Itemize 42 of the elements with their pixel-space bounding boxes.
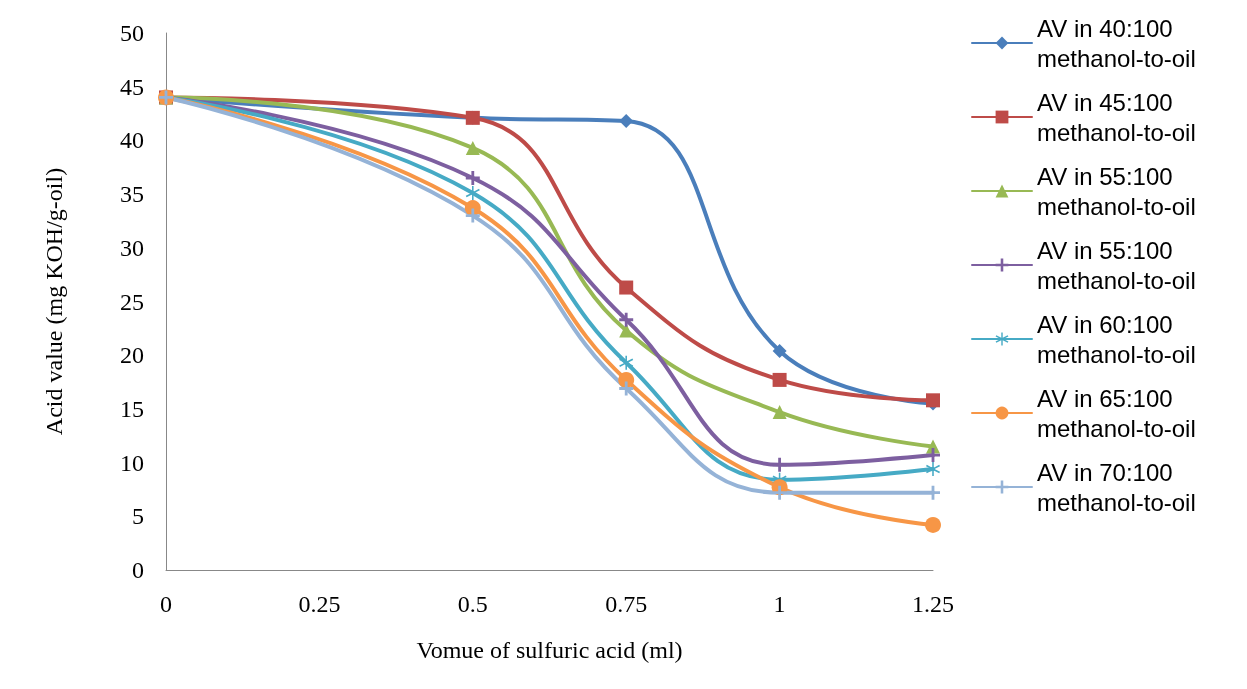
x-tick-label: 0.75 bbox=[605, 591, 648, 617]
legend-label: AV in 60:100 methanol-to-oil bbox=[1037, 310, 1196, 368]
point bbox=[465, 140, 480, 155]
x-tick-label: 0 bbox=[160, 591, 172, 617]
legend-label: AV in 55:100 methanol-to-oil bbox=[1037, 236, 1196, 294]
point bbox=[772, 457, 787, 472]
x-tick-label: 1.25 bbox=[912, 591, 954, 617]
point bbox=[772, 343, 787, 358]
point bbox=[619, 355, 634, 370]
y-tick-label: 40 bbox=[120, 127, 144, 154]
y-tick-label: 45 bbox=[120, 73, 144, 100]
legend-label: AV in 70:100 methanol-to-oil bbox=[1037, 458, 1196, 516]
legend-label: AV in 40:100 methanol-to-oil bbox=[1037, 14, 1196, 72]
x-axis-title: Vomue of sulfuric acid (ml) bbox=[416, 637, 683, 663]
y-tick-label: 25 bbox=[120, 288, 144, 315]
point bbox=[772, 485, 787, 500]
x-tick-label: 1 bbox=[773, 591, 786, 617]
point bbox=[619, 114, 634, 129]
legend-label: AV in 55:100 methanol-to-oil bbox=[1037, 162, 1196, 220]
y-tick-label: 35 bbox=[120, 181, 144, 208]
x-tick-label: 0.25 bbox=[298, 591, 341, 617]
point bbox=[772, 372, 787, 387]
point bbox=[925, 516, 941, 533]
point bbox=[926, 462, 940, 477]
y-tick-label: 50 bbox=[120, 20, 144, 46]
point bbox=[619, 381, 634, 396]
y-axis-title: Acid value (mg KOH/g-oil) bbox=[41, 167, 67, 436]
legend-label: AV in 65:100 methanol-to-oil bbox=[1037, 384, 1196, 442]
y-tick-label: 20 bbox=[120, 342, 144, 369]
x-tick-label: 0.5 bbox=[457, 591, 488, 617]
point bbox=[465, 186, 480, 201]
point bbox=[465, 170, 480, 185]
y-tick-label: 10 bbox=[120, 449, 144, 476]
y-tick-label: 0 bbox=[132, 557, 144, 583]
y-tick-label: 30 bbox=[120, 234, 144, 261]
y-tick-label: 15 bbox=[120, 395, 144, 422]
point bbox=[772, 405, 787, 420]
legend-label: AV in 45:100 methanol-to-oil bbox=[1037, 88, 1196, 146]
point bbox=[619, 280, 634, 295]
point bbox=[619, 312, 634, 327]
point bbox=[465, 208, 480, 223]
y-tick-label: 5 bbox=[132, 503, 144, 530]
